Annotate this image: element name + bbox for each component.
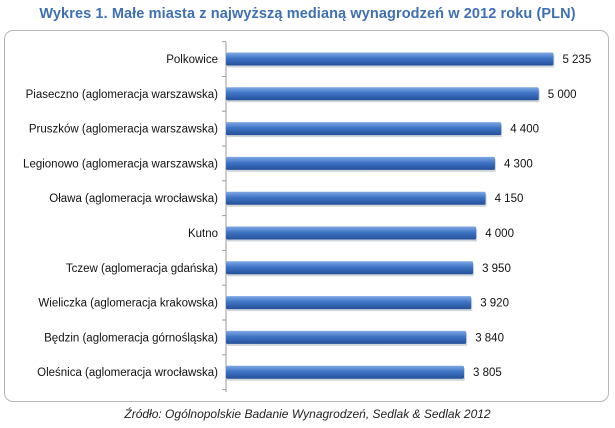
chart-title: Wykres 1. Małe miasta z najwyższą median… <box>39 6 576 22</box>
category-label: Kutno <box>188 228 218 240</box>
bar <box>226 191 486 205</box>
value-label: 4 300 <box>504 158 533 170</box>
bars-layer: Polkowice 5 235 Piaseczno (aglomeracja war… <box>23 41 591 392</box>
value-label: 5 000 <box>548 89 577 101</box>
category-label: Oława (aglomeracja wrocławska) <box>49 193 218 205</box>
value-label: 4 000 <box>485 228 514 240</box>
category-label: Wieliczka (aglomeracja krakowska) <box>38 298 218 310</box>
bar <box>226 365 465 379</box>
value-label: 3 950 <box>482 263 511 275</box>
bar <box>226 330 467 344</box>
value-label: 3 840 <box>475 332 504 344</box>
value-label: 4 400 <box>510 124 539 136</box>
bar <box>226 122 502 136</box>
bar <box>226 226 477 240</box>
bar <box>226 296 472 310</box>
category-label: Polkowice <box>166 54 218 66</box>
value-label: 5 235 <box>562 54 591 66</box>
value-label: 3 920 <box>480 298 509 310</box>
category-label: Będzin (aglomeracja górnośląska) <box>44 332 218 344</box>
bar <box>226 156 495 170</box>
category-label: Oleśnica (aglomeracja wrocławska) <box>37 367 218 379</box>
value-label: 3 805 <box>473 367 502 379</box>
value-label: 4 150 <box>495 193 524 205</box>
category-label: Pruszków (aglomeracja warszawska) <box>29 124 218 136</box>
category-label: Tczew (aglomeracja gdańska) <box>66 263 218 275</box>
bar <box>226 87 539 101</box>
category-label: Legionowo (aglomeracja warszawska) <box>23 158 218 170</box>
bar <box>226 52 554 66</box>
category-label: Piaseczno (aglomeracja warszawska) <box>26 89 219 101</box>
bar <box>226 261 474 275</box>
chart-source: Źródło: Ogólnopolskie Badanie Wynagrodze… <box>124 407 491 421</box>
